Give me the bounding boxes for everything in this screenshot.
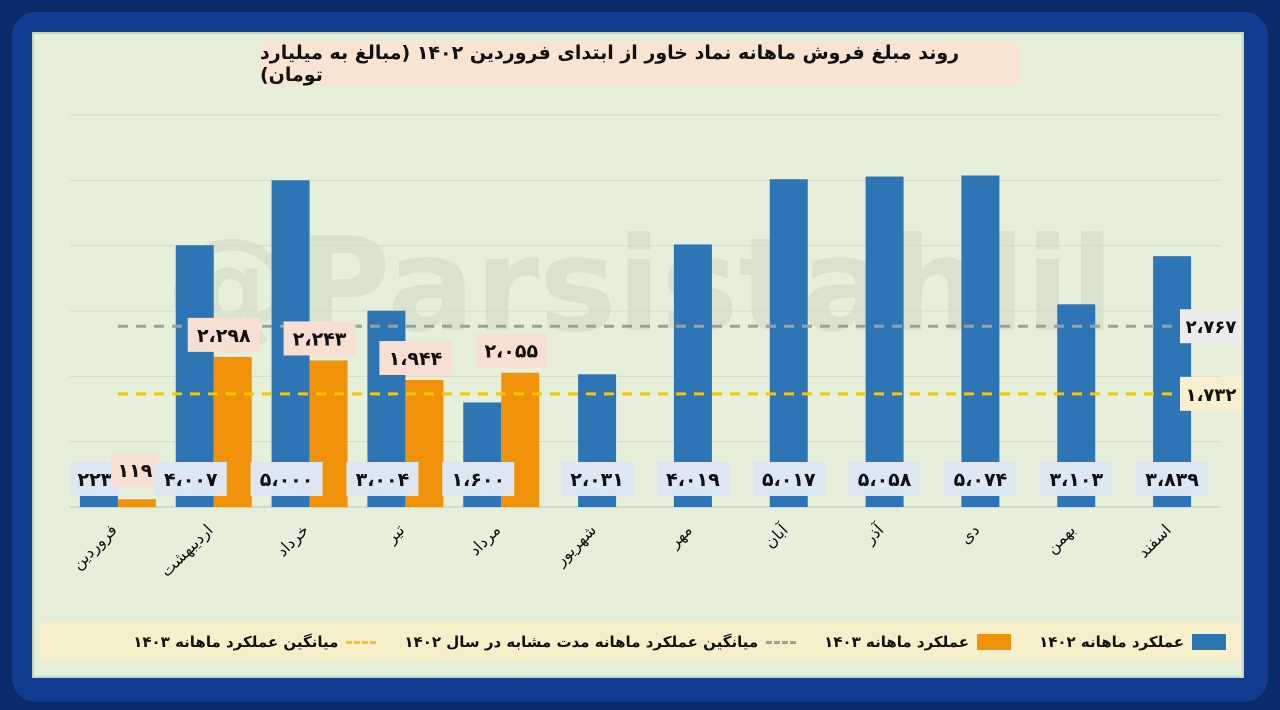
legend-label-1403: عملکرد ماهانه ۱۴۰۳: [824, 633, 970, 651]
data-label-1402-text: ۵،۰۷۴: [954, 469, 1008, 491]
data-label-1402: ۵،۰۱۷: [752, 462, 825, 496]
data-label-1402-bg: [848, 462, 921, 496]
legend-swatch-1403: [977, 634, 1012, 650]
data-label-1402-bg: [346, 462, 419, 496]
x-tick-label: بهمن: [1042, 520, 1080, 558]
data-label-1402-text: ۱،۶۰۰: [451, 469, 505, 491]
data-label-1402: ۴،۰۱۹: [656, 462, 729, 496]
data-label-1402-text: ۳،۰۰۴: [356, 469, 410, 491]
x-tick-label: شهریور: [550, 520, 600, 570]
data-label-1403-text: ۲،۰۵۵: [484, 341, 538, 363]
x-tick-labels: فروردین اردیبهشت خرداد تیر مرداد شهریور مهر آبا…: [68, 519, 1175, 581]
bar-1403: [117, 499, 156, 507]
data-label-1402: ۳،۸۳۹: [1136, 462, 1209, 496]
x-tick-label: مهر: [664, 520, 696, 552]
legend-item-1403: عملکرد ماهانه ۱۴۰۳: [824, 633, 1012, 651]
legend-item-avg-1403: میانگین عملکرد ماهانه ۱۴۰۳: [133, 633, 377, 651]
data-label-1403: ۲،۲۹۸: [187, 317, 260, 352]
data-labels: ۲۲۳ ۱۱۹ ۴،۰۰۷ ۲،۲۹۸ ۵،۰۰۰ ۲،۲۴۳ ۳،۰۰۴ ۱،۹۴۴ ۱،۶۰…: [70, 317, 1209, 496]
data-label-1403-bg: [187, 317, 260, 352]
reference-line-label: ۱،۷۳۲: [1180, 376, 1242, 411]
reference-line-label: ۲،۷۶۷: [1180, 309, 1242, 344]
data-label-1402: ۳،۱۰۳: [1040, 462, 1113, 496]
data-label-1403-text: ۱۱۹: [118, 460, 153, 482]
bar-1402: [865, 176, 904, 507]
data-label-1403: ۱،۹۴۴: [379, 340, 452, 375]
data-label-1403-bg: [283, 321, 356, 356]
data-label-1403-bg: [379, 340, 452, 375]
x-tick-label: اردیبهشت: [157, 520, 218, 581]
x-tick-label: آبان: [760, 519, 793, 552]
data-label-1402: ۵،۰۰۰: [250, 462, 323, 496]
reference-lines: ۲،۷۶۷ ۱،۷۳۲: [118, 309, 1242, 411]
legend-dash-avg-1403: [346, 640, 377, 644]
x-tick-label: تیر: [381, 520, 409, 548]
bar-1402: [961, 175, 1000, 508]
chart-title: روند مبلغ فروش ماهانه نماد خاور از ابتدا…: [260, 42, 1020, 86]
x-tick-label: اسفند: [1134, 520, 1175, 561]
chart-title-text: روند مبلغ فروش ماهانه نماد خاور از ابتدا…: [260, 42, 960, 86]
reference-line-label-bg: [1180, 376, 1242, 411]
legend-swatch-1402: [1192, 634, 1226, 650]
data-label-1402-text: ۵،۰۵۸: [858, 469, 912, 491]
legend-dash-avg-1402: [766, 640, 797, 644]
data-label-1402-bg: [154, 462, 227, 496]
reference-line-label-text: ۱،۷۳۲: [1186, 385, 1237, 406]
legend: عملکرد ماهانه ۱۴۰۲ عملکرد ماهانه ۱۴۰۳ می…: [40, 622, 1240, 662]
legend-item-avg-1402: میانگین عملکرد ماهانه مدت مشابه در سال ۱…: [404, 633, 797, 651]
data-label-1403-bg: [475, 333, 548, 368]
data-label-1402: ۴،۰۰۷: [154, 462, 227, 496]
data-label-1402-text: ۴،۰۰۷: [164, 469, 218, 491]
data-label-1402-text: ۵،۰۰۰: [260, 469, 314, 491]
data-label-1402-text: ۲،۰۳۱: [570, 469, 624, 491]
data-label-1403: ۲،۲۴۳: [283, 321, 356, 356]
data-label-1402-bg: [250, 462, 323, 496]
legend-label-1402: عملکرد ماهانه ۱۴۰۲: [1039, 633, 1184, 651]
x-tick-label: خرداد: [273, 520, 314, 561]
data-label-1402: ۱،۶۰۰: [442, 462, 515, 496]
data-label-1403: ۱۱۹: [110, 453, 159, 487]
data-label-1402: ۵،۰۵۸: [848, 462, 921, 496]
legend-item-1402: عملکرد ماهانه ۱۴۰۲: [1039, 633, 1226, 651]
gridlines: [70, 114, 1220, 508]
legend-label-avg-1403: میانگین عملکرد ماهانه ۱۴۰۳: [133, 633, 339, 651]
reference-line-label-bg: [1180, 309, 1242, 344]
data-label-1403-text: ۲،۲۹۸: [197, 325, 251, 347]
x-tick-label: فروردین: [68, 520, 122, 574]
data-label-1402-text: ۵،۰۱۷: [762, 469, 816, 491]
x-tick-label: آذر: [860, 519, 890, 549]
data-label-1402-text: ۳،۱۰۳: [1049, 469, 1103, 491]
legend-label-avg-1402: میانگین عملکرد ماهانه مدت مشابه در سال ۱…: [404, 633, 759, 651]
data-label-1402-text: ۴،۰۱۹: [666, 469, 720, 491]
chart-panel: [32, 32, 1244, 678]
data-label-1402-bg: [656, 462, 729, 496]
data-label-1402-bg: [1040, 462, 1113, 496]
data-label-1402-bg: [561, 462, 634, 496]
x-tick-label: مرداد: [465, 520, 505, 560]
data-label-1402-text: ۳،۸۳۹: [1145, 469, 1199, 491]
data-label-1403-bg: [110, 453, 159, 487]
data-label-1403: ۲،۰۵۵: [475, 333, 548, 368]
data-label-1402-bg: [1136, 462, 1209, 496]
reference-line-label-text: ۲،۷۶۷: [1186, 317, 1237, 338]
data-label-1403-text: ۱،۹۴۴: [389, 348, 443, 370]
bar-1402: [769, 179, 808, 508]
data-label-1402-text: ۲۲۳: [78, 469, 113, 491]
data-label-1402: ۳،۰۰۴: [346, 462, 419, 496]
data-label-1402-bg: [752, 462, 825, 496]
bar-1402: [79, 492, 118, 507]
data-label-1403-text: ۲،۲۴۳: [293, 328, 347, 350]
data-label-1402-bg: [944, 462, 1017, 496]
data-label-1402: ۲،۰۳۱: [561, 462, 634, 496]
bottom-strip: [32, 678, 1244, 702]
x-tick-label: دی: [956, 520, 983, 547]
data-label-1402: ۵،۰۷۴: [944, 462, 1017, 496]
data-label-1402-bg: [442, 462, 515, 496]
